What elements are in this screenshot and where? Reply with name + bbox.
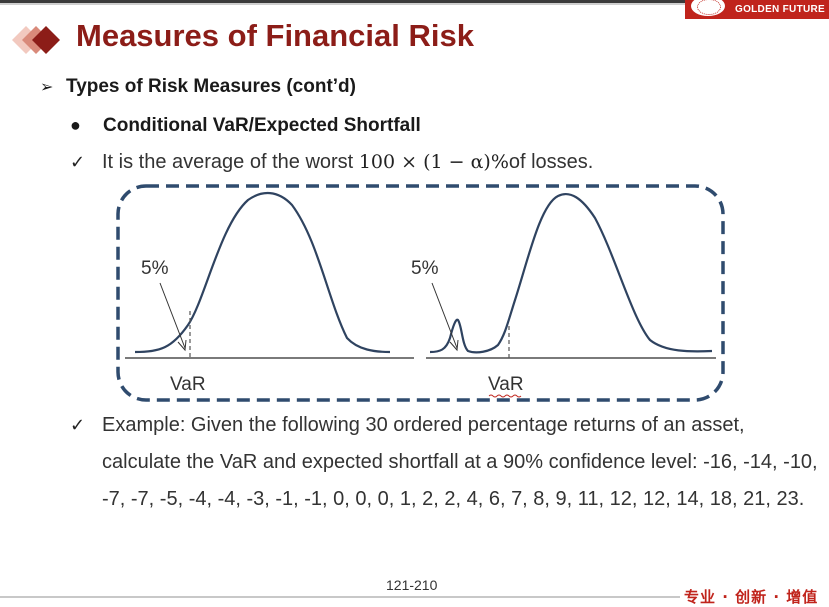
definition-formula: 100 × (1 − α)% [358, 151, 509, 173]
definition-prefix: It is the average of the worst [102, 151, 354, 173]
left-pct-label: 5% [141, 258, 169, 279]
example-paragraph: ✓ Example: Given the following 30 ordere… [70, 407, 820, 518]
definition-line: ✓ It is the average of the worst 100 × (1… [70, 151, 593, 174]
left-arrowhead [177, 339, 187, 352]
bullet-level1-text: Types of Risk Measures (cont’d) [66, 76, 356, 97]
right-pct-label: 5% [411, 258, 439, 279]
left-var-label: VaR [170, 374, 206, 395]
bullet-level2: ● Conditional VaR/Expected Shortfall [70, 115, 421, 137]
top-band [0, 0, 829, 6]
bullet-level1: ➢ Types of Risk Measures (cont’d) [40, 76, 356, 98]
title-diamonds-icon [12, 26, 60, 54]
right-var-label: VaR [488, 374, 524, 395]
check-bullet-icon: ✓ [70, 415, 86, 435]
footer-slogan: 专业 · 创新 · 增值 [684, 588, 819, 606]
page-title: Measures of Financial Risk [76, 18, 474, 53]
example-text: Example: Given the following 30 ordered … [102, 414, 818, 510]
check-bullet-icon: ✓ [70, 152, 86, 172]
left-density-curve [134, 192, 391, 354]
footer-divider [0, 596, 680, 598]
dashed-frame [116, 184, 725, 402]
dot-bullet-icon: ● [70, 115, 81, 135]
brand-name: GOLDEN FUTURE [734, 4, 825, 15]
brand-seal-icon [689, 0, 727, 18]
bullet-level2-text: Conditional VaR/Expected Shortfall [103, 115, 421, 136]
arrow-bullet-icon: ➢ [40, 79, 54, 96]
left-pct-arrow [159, 282, 186, 349]
right-density-curve [429, 192, 713, 354]
right-var-squiggle [488, 394, 522, 398]
right-pct-arrow [431, 282, 458, 349]
right-arrowhead [449, 339, 459, 352]
page-number: 121-210 [386, 577, 438, 593]
definition-suffix: of losses. [508, 151, 594, 173]
